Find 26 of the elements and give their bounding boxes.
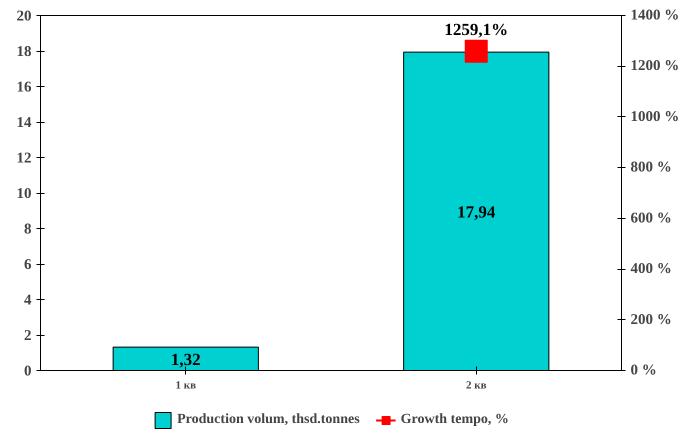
y-tick-label: 14 [16,115,32,131]
y-tick-label: 16 [16,80,32,96]
y-tick-label: 20 [16,8,32,24]
x-tick-label: 2 кв [466,380,487,392]
data-label: 1259,1% [444,20,508,40]
y-tick-label: 2 [24,328,32,344]
y2-tick-label: 200 % [630,312,672,328]
y2-tick-label: 600 % [630,210,672,226]
y-tick-label: 12 [16,150,32,166]
legend-label: Growth tempo, % [400,412,509,428]
y2-tick-label: 1000 % [630,108,680,125]
y-tick-label: 10 [16,186,32,202]
y2-tick-label: 0 % [630,362,657,378]
y-tick-label: 0 [24,364,32,380]
y2-tick-label: 1200 % [630,58,680,74]
y-tick-label: 4 [24,292,32,308]
data-label: 17,94 [457,202,496,222]
y2-tick-label: 1400 % [630,8,680,24]
data-label: 1,32 [170,350,201,369]
y-tick-label: 8 [24,222,32,238]
y2-tick-label: 400 % [630,261,672,278]
y-tick-label: 6 [24,257,32,273]
x-tick-label: 1 кв [175,380,196,392]
y2-tick-label: 800 % [630,160,672,176]
y-tick-label: 18 [16,44,32,60]
legend-label: Production volum, thsd.tonnes [177,412,360,428]
